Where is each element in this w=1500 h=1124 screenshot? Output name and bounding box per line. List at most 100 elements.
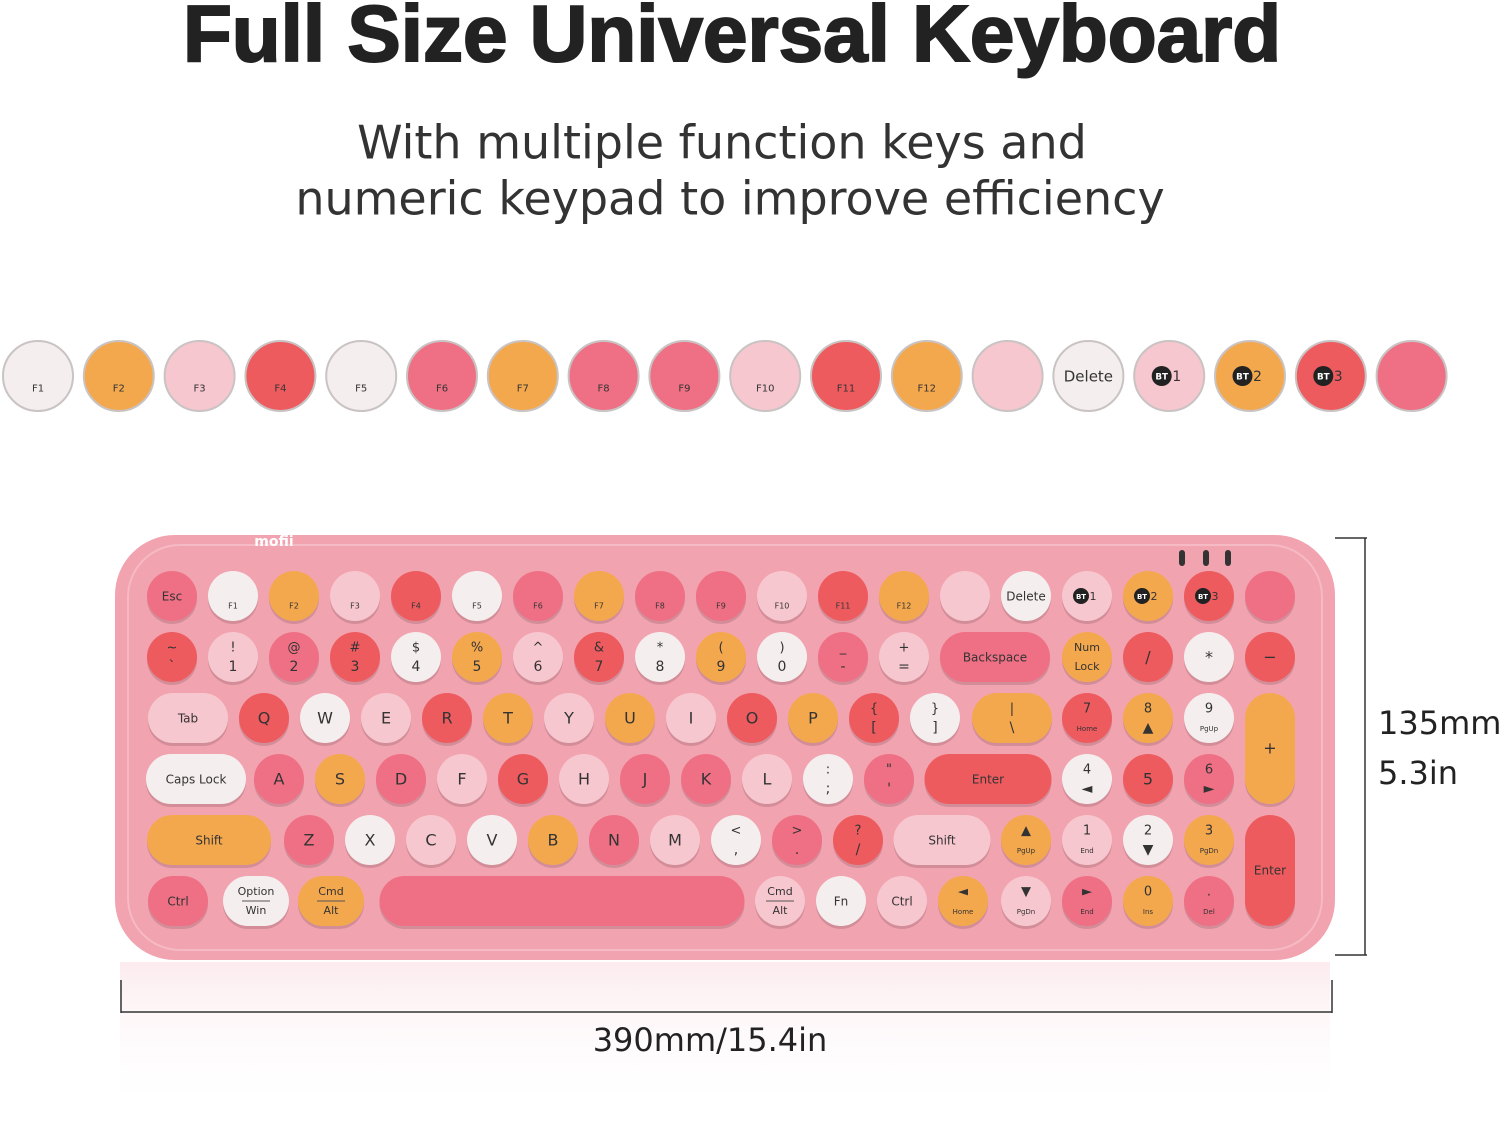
key: S — [315, 754, 365, 807]
key-cap — [1062, 754, 1112, 804]
key: R — [422, 693, 472, 746]
function-key: F12 — [890, 340, 963, 412]
key-cap — [818, 571, 868, 621]
key-top: # — [350, 641, 361, 656]
key-bottom: ; — [826, 781, 831, 797]
key-bottom: F11 — [836, 602, 851, 611]
key: ?/ — [833, 815, 883, 868]
key-cap — [146, 754, 246, 804]
key-label: Caps Lock — [166, 773, 227, 787]
key-bottom: Lock — [1074, 660, 1100, 673]
key-bottom: F4 — [274, 384, 286, 395]
key: >. — [772, 815, 822, 868]
key-bottom: F9 — [678, 384, 690, 395]
key-cap — [1245, 571, 1295, 621]
function-key: F11 — [810, 340, 882, 412]
key-label: U — [624, 709, 636, 728]
function-key: F10 — [729, 340, 802, 412]
height-dimension — [1335, 537, 1367, 956]
key-label: Q — [258, 709, 271, 728]
key-cap — [376, 754, 426, 804]
key-cap — [1062, 693, 1112, 743]
key-label: O — [746, 709, 759, 728]
key-label: K — [701, 770, 712, 789]
key-top: 0 — [1144, 885, 1152, 900]
function-key: BT 3 — [1294, 340, 1367, 412]
keyboard-edge — [127, 544, 1323, 951]
function-key: F6 — [406, 340, 478, 412]
key: F11 — [818, 571, 868, 624]
key: O — [727, 693, 777, 746]
key-bottom: F12 — [918, 384, 936, 395]
key: M — [650, 815, 700, 868]
key-top: ▲ — [1021, 824, 1031, 839]
key-label: F — [457, 770, 466, 789]
key-cap — [1375, 340, 1448, 412]
key-label: 3 — [1334, 369, 1343, 385]
key-top: ^ — [533, 641, 544, 656]
key-cap — [574, 632, 624, 682]
key-cap — [208, 632, 258, 682]
key: 4◄ — [1062, 754, 1112, 807]
key-cap — [406, 340, 478, 412]
key-cap — [816, 876, 866, 926]
bt-badge-text: BT — [1076, 593, 1086, 601]
key-cap — [1123, 632, 1173, 682]
key: %5 — [452, 632, 502, 685]
key: 7 Home — [1062, 693, 1112, 746]
key: Fn — [816, 876, 866, 929]
key: Q — [239, 693, 289, 746]
key-cap — [1245, 632, 1295, 682]
key-bottom: F1 — [228, 602, 238, 611]
key: 8▲ — [1123, 693, 1173, 746]
key: * — [1184, 632, 1234, 685]
key-cap — [711, 815, 761, 865]
key-cap — [803, 754, 853, 804]
key: ~` — [147, 632, 197, 685]
key-bottom: PgDn — [1200, 847, 1219, 855]
key: (9 — [696, 632, 746, 685]
key: _- — [818, 632, 868, 685]
key-cap — [772, 815, 822, 865]
bt-badge — [1073, 588, 1089, 604]
key-bottom: 3 — [351, 659, 360, 675]
key-cap — [315, 754, 365, 804]
key-cap — [486, 340, 559, 412]
key-top: : — [826, 763, 830, 778]
key-bottom: F10 — [756, 384, 774, 395]
key-label: / — [1145, 648, 1151, 667]
key: F7 — [574, 571, 624, 624]
key: N — [589, 815, 639, 868]
key-cap — [877, 876, 927, 926]
key: )0 — [757, 632, 807, 685]
key-cap — [361, 693, 411, 743]
key-bottom: F5 — [355, 384, 367, 395]
key: }] — [910, 693, 960, 746]
function-key: BT 1 — [1133, 340, 1206, 412]
subtitle: With multiple function keys and — [357, 116, 1087, 170]
key-cap — [1245, 693, 1295, 804]
key: F2 — [269, 571, 319, 624]
key: F12 — [879, 571, 929, 624]
key-cap — [635, 571, 685, 621]
key-bottom: Alt — [324, 904, 340, 917]
key-bottom: F3 — [194, 384, 206, 395]
key-cap — [147, 571, 197, 621]
key-top: + — [899, 641, 910, 656]
key-bottom: F6 — [533, 602, 543, 611]
key — [940, 571, 990, 624]
key-label: J — [642, 770, 648, 789]
key-cap — [1123, 815, 1173, 865]
key-cap — [483, 693, 533, 743]
width-dimension — [120, 980, 1333, 1013]
key-top: 3 — [1205, 824, 1213, 839]
key-top: < — [731, 824, 742, 839]
key-cap — [513, 632, 563, 682]
key-label: S — [335, 770, 345, 789]
key: C — [406, 815, 456, 868]
key-bottom: 2 — [290, 659, 299, 675]
key-cap — [239, 693, 289, 743]
key-cap — [163, 340, 236, 412]
key: ◄ Home — [938, 876, 988, 929]
